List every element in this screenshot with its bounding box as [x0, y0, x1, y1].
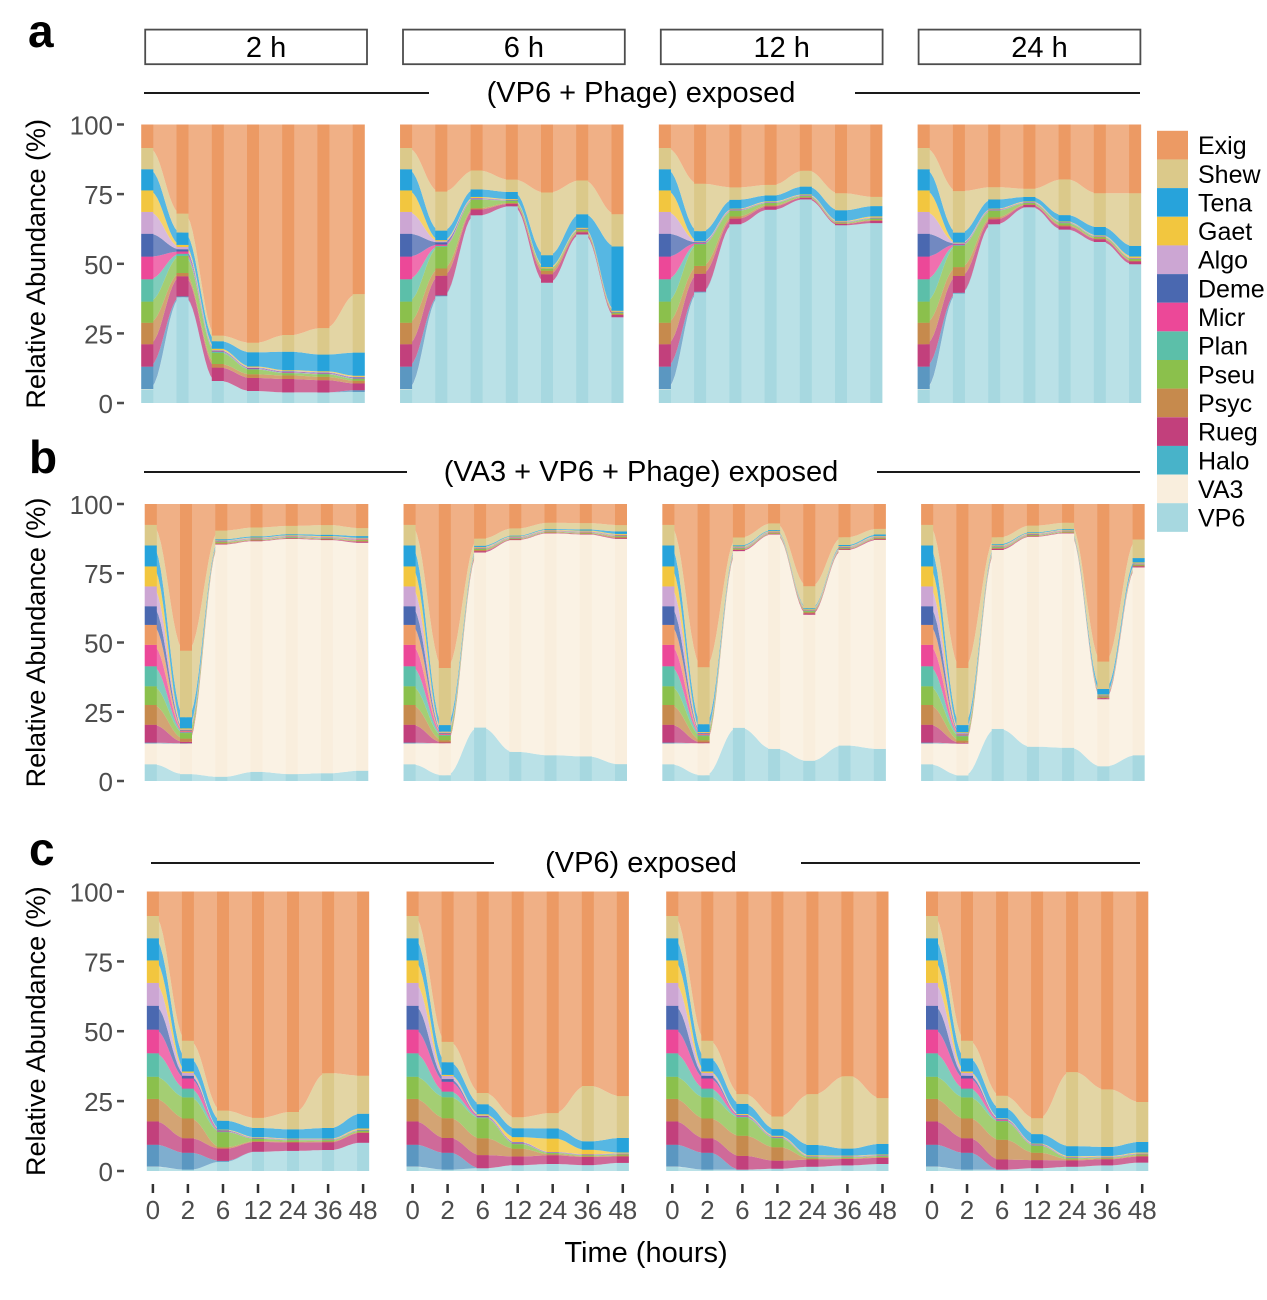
- svg-text:Deme: Deme: [1198, 275, 1265, 303]
- svg-text:6 h: 6 h: [504, 32, 544, 64]
- svg-text:2: 2: [181, 1195, 195, 1225]
- svg-text:Micr: Micr: [1198, 304, 1245, 332]
- svg-text:12 h: 12 h: [753, 32, 809, 64]
- svg-text:6: 6: [216, 1195, 230, 1225]
- svg-text:2: 2: [440, 1195, 454, 1225]
- svg-text:0: 0: [146, 1195, 160, 1225]
- svg-text:Relative Abundance (%): Relative Abundance (%): [21, 886, 51, 1176]
- svg-text:24: 24: [1058, 1195, 1087, 1225]
- svg-text:Tena: Tena: [1198, 189, 1252, 217]
- svg-text:24: 24: [798, 1195, 827, 1225]
- svg-text:100: 100: [70, 111, 113, 141]
- svg-text:6: 6: [995, 1195, 1009, 1225]
- svg-text:6: 6: [735, 1195, 749, 1225]
- svg-text:VP6: VP6: [1198, 505, 1245, 533]
- svg-text:25: 25: [84, 698, 113, 728]
- svg-text:Rueg: Rueg: [1198, 419, 1258, 447]
- svg-text:100: 100: [70, 490, 113, 520]
- svg-text:a: a: [28, 5, 54, 57]
- svg-text:100: 100: [70, 878, 113, 908]
- svg-text:Pseu: Pseu: [1198, 361, 1255, 389]
- svg-text:48: 48: [349, 1195, 378, 1225]
- svg-text:36: 36: [314, 1195, 343, 1225]
- svg-text:Psyc: Psyc: [1198, 390, 1252, 418]
- svg-text:6: 6: [475, 1195, 489, 1225]
- svg-text:Exig: Exig: [1198, 132, 1247, 160]
- svg-text:(VP6 + Phage) exposed: (VP6 + Phage) exposed: [487, 77, 796, 109]
- svg-text:36: 36: [1093, 1195, 1122, 1225]
- svg-text:50: 50: [84, 1017, 113, 1047]
- svg-text:75: 75: [84, 947, 113, 977]
- svg-text:(VP6) exposed: (VP6) exposed: [545, 847, 737, 879]
- svg-text:0: 0: [99, 767, 113, 797]
- svg-text:2 h: 2 h: [246, 32, 286, 64]
- svg-text:VA3: VA3: [1198, 476, 1243, 504]
- svg-text:c: c: [29, 823, 55, 875]
- svg-text:12: 12: [244, 1195, 273, 1225]
- svg-text:36: 36: [573, 1195, 602, 1225]
- svg-text:0: 0: [665, 1195, 679, 1225]
- svg-text:2: 2: [700, 1195, 714, 1225]
- svg-text:12: 12: [763, 1195, 792, 1225]
- svg-text:48: 48: [1128, 1195, 1157, 1225]
- svg-text:24: 24: [279, 1195, 308, 1225]
- svg-text:50: 50: [84, 629, 113, 659]
- svg-text:24 h: 24 h: [1011, 32, 1067, 64]
- svg-text:Relative Abundance (%): Relative Abundance (%): [21, 119, 51, 409]
- svg-text:48: 48: [868, 1195, 897, 1225]
- svg-text:50: 50: [84, 250, 113, 280]
- svg-text:48: 48: [608, 1195, 637, 1225]
- svg-text:75: 75: [84, 180, 113, 210]
- svg-text:Plan: Plan: [1198, 333, 1248, 361]
- svg-text:25: 25: [84, 319, 113, 349]
- svg-text:Halo: Halo: [1198, 447, 1249, 475]
- svg-text:24: 24: [538, 1195, 567, 1225]
- svg-text:12: 12: [1023, 1195, 1052, 1225]
- svg-text:0: 0: [405, 1195, 419, 1225]
- svg-text:Relative Abundance (%): Relative Abundance (%): [21, 498, 51, 788]
- svg-text:Gaet: Gaet: [1198, 218, 1252, 246]
- svg-text:Shew: Shew: [1198, 161, 1261, 189]
- svg-text:0: 0: [925, 1195, 939, 1225]
- svg-text:(VA3 + VP6 + Phage) exposed: (VA3 + VP6 + Phage) exposed: [444, 456, 838, 488]
- svg-text:0: 0: [99, 389, 113, 419]
- svg-text:Time (hours): Time (hours): [564, 1237, 727, 1269]
- svg-text:75: 75: [84, 559, 113, 589]
- svg-text:Algo: Algo: [1198, 247, 1248, 275]
- svg-text:25: 25: [84, 1087, 113, 1117]
- svg-text:0: 0: [99, 1157, 113, 1187]
- svg-text:12: 12: [503, 1195, 532, 1225]
- svg-text:2: 2: [960, 1195, 974, 1225]
- svg-text:36: 36: [833, 1195, 862, 1225]
- svg-text:b: b: [29, 431, 57, 483]
